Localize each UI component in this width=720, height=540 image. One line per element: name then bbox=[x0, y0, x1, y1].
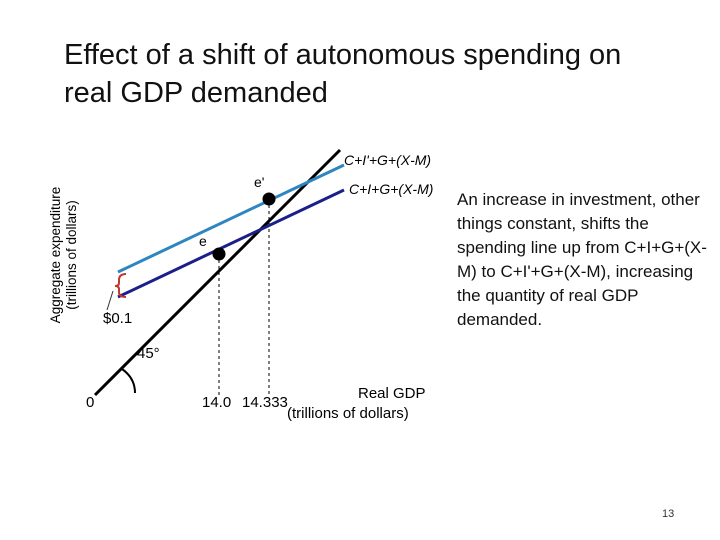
x-tick-14-0: 14.0 bbox=[202, 394, 232, 411]
lower-spending-line bbox=[117, 188, 345, 299]
slide-number: 13 bbox=[662, 508, 675, 520]
y-axis-label-line-1: Aggregate expenditure bbox=[48, 186, 63, 324]
x-axis-label-line-2: (trillions of dollars) bbox=[287, 405, 409, 422]
explanation-text: An increase in investment, other things … bbox=[457, 190, 707, 329]
45-degree-line bbox=[93, 148, 342, 397]
origin-label: 0 bbox=[86, 394, 95, 411]
point-e bbox=[212, 247, 226, 261]
slide-title: Effect of a shift of autonomous spending… bbox=[64, 36, 664, 112]
shift-leader bbox=[106, 290, 114, 311]
title-line-2: real GDP demanded bbox=[64, 77, 328, 109]
point-e-prime bbox=[262, 192, 276, 206]
y-axis-label-line-2: (trillions of dollars) bbox=[64, 200, 79, 310]
point-e-label: e bbox=[199, 233, 207, 249]
x-axis-label-line-1: Real GDP bbox=[358, 385, 426, 402]
title-line-1: Effect of a shift of autonomous spending… bbox=[64, 39, 622, 71]
shift-brace bbox=[114, 273, 127, 298]
angle-label: 45° bbox=[137, 345, 160, 362]
upper-line-label: C+I'+G+(X-M) bbox=[344, 152, 432, 168]
point-e-prime-label: e' bbox=[254, 174, 265, 190]
x-tick-14-333: 14.333 bbox=[242, 394, 288, 411]
upper-spending-line bbox=[117, 163, 345, 274]
angle-arc bbox=[121, 368, 136, 394]
shift-amount-label: $0.1 bbox=[103, 310, 133, 327]
lower-line-label: C+I+G+(X-M) bbox=[349, 181, 434, 197]
y-axis-label: Aggregate expenditure (trillions of doll… bbox=[48, 160, 80, 350]
